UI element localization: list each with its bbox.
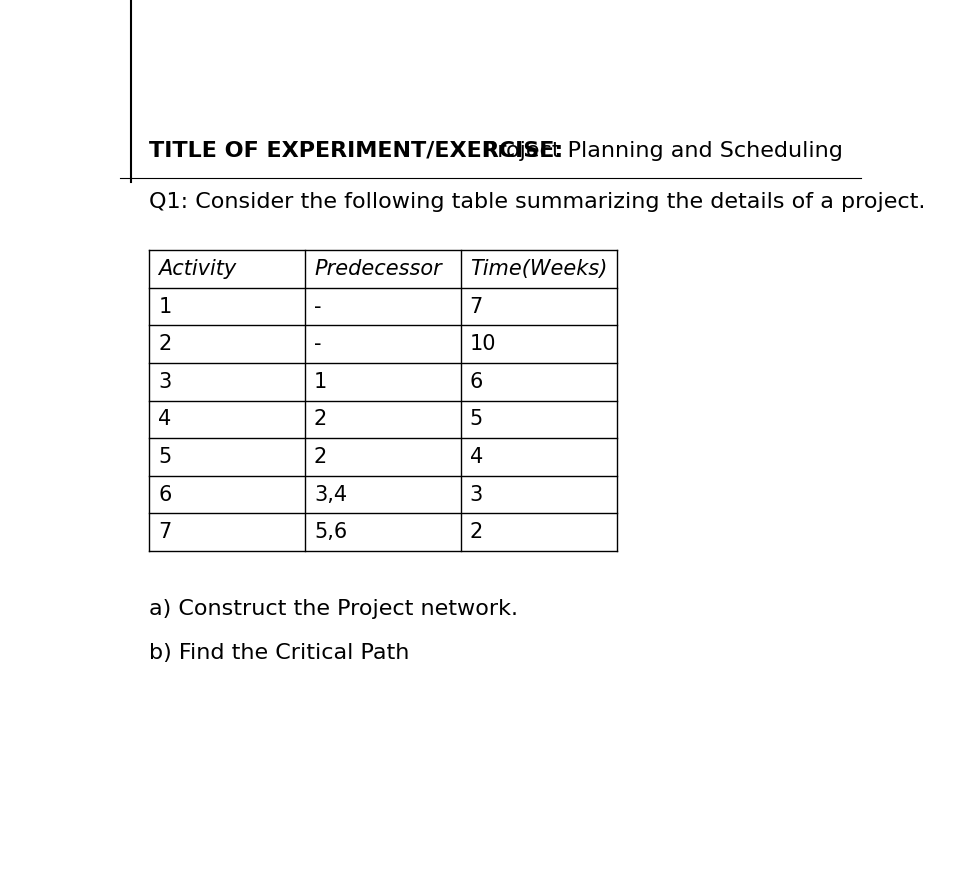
Text: 4: 4 — [470, 447, 483, 467]
Text: 2: 2 — [470, 522, 483, 543]
Text: a) Construct the Project network.: a) Construct the Project network. — [149, 599, 519, 619]
Text: 3,4: 3,4 — [314, 485, 347, 504]
Text: TITLE OF EXPERIMENT/EXERCISE:: TITLE OF EXPERIMENT/EXERCISE: — [149, 141, 564, 161]
Text: Activity: Activity — [158, 259, 236, 279]
Text: 6: 6 — [470, 372, 483, 392]
Text: 5: 5 — [158, 447, 171, 467]
Text: -: - — [314, 297, 322, 316]
Text: b) Find the Critical Path: b) Find the Critical Path — [149, 643, 410, 663]
Text: 5: 5 — [470, 409, 483, 430]
Text: Time(Weeks): Time(Weeks) — [470, 259, 607, 279]
Text: 4: 4 — [158, 409, 171, 430]
Text: 5,6: 5,6 — [314, 522, 347, 543]
Text: Predecessor: Predecessor — [314, 259, 442, 279]
Text: 3: 3 — [470, 485, 483, 504]
Text: 3: 3 — [158, 372, 171, 392]
Text: 1: 1 — [158, 297, 171, 316]
Text: 2: 2 — [314, 447, 327, 467]
Text: 7: 7 — [470, 297, 483, 316]
Text: 2: 2 — [314, 409, 327, 430]
Text: 10: 10 — [470, 334, 496, 354]
Text: 7: 7 — [158, 522, 171, 543]
Text: Q1: Consider the following table summarizing the details of a project.: Q1: Consider the following table summari… — [149, 192, 925, 212]
Text: 2: 2 — [158, 334, 171, 354]
Text: -: - — [314, 334, 322, 354]
Text: 6: 6 — [158, 485, 171, 504]
Text: 1: 1 — [314, 372, 327, 392]
Text: Project Planning and Scheduling: Project Planning and Scheduling — [470, 141, 843, 161]
